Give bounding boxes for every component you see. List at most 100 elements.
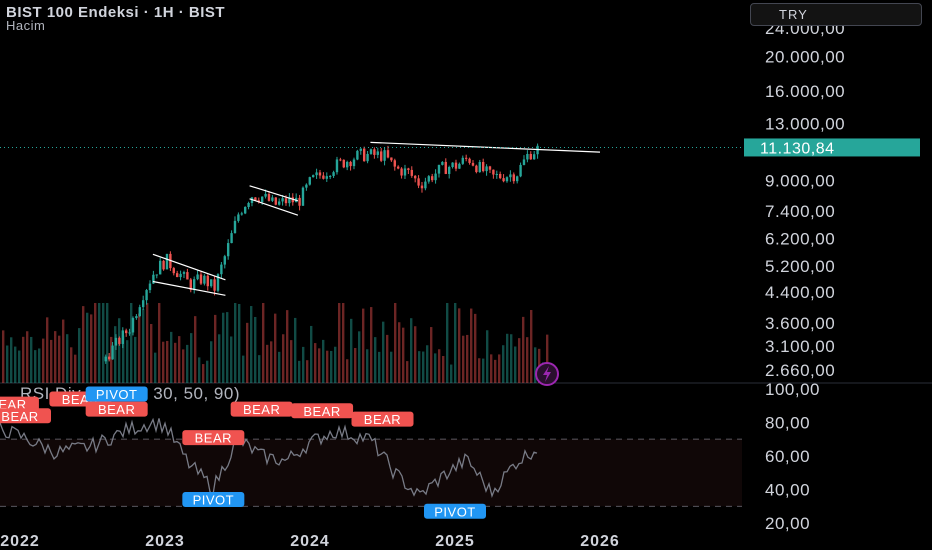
- candle: [400, 167, 403, 179]
- volume-bar: [138, 313, 141, 383]
- candle-body: [444, 161, 447, 174]
- candle: [308, 176, 311, 186]
- candle: [325, 172, 328, 182]
- candle: [437, 164, 441, 178]
- candle-body: [369, 149, 373, 154]
- candle-body: [301, 187, 305, 206]
- volume-bar: [366, 349, 369, 383]
- volume-bar: [514, 346, 517, 383]
- volume-bar: [338, 303, 341, 383]
- candle-body: [260, 196, 264, 203]
- candle-body: [359, 148, 362, 151]
- chart-title: BIST 100 Endeksi · 1H · BIST: [6, 4, 226, 21]
- candle-body: [356, 150, 359, 160]
- rsi-tick-label: 60,00: [765, 447, 810, 466]
- bear-label: BEAR: [85, 401, 148, 417]
- volume-bar: [322, 339, 325, 383]
- candle: [522, 155, 526, 166]
- candle-body: [254, 197, 257, 201]
- volume-bar: [118, 318, 121, 383]
- candle: [468, 157, 471, 165]
- volume-bar: [62, 319, 65, 383]
- currency-selector[interactable]: TRY: [750, 3, 922, 26]
- candle: [536, 143, 539, 159]
- volume-bar: [194, 316, 197, 383]
- candle: [298, 194, 301, 211]
- volume-bar: [170, 331, 173, 383]
- candle: [281, 194, 284, 206]
- candle-body: [223, 256, 226, 265]
- volume-bar: [298, 360, 301, 383]
- volume-bar: [6, 345, 9, 383]
- candle-body: [145, 290, 148, 301]
- candle-body: [458, 163, 461, 169]
- candle-body: [441, 161, 444, 165]
- candle-body: [492, 169, 495, 175]
- candle: [148, 280, 152, 294]
- candle: [349, 160, 352, 171]
- volume-bar: [198, 357, 201, 383]
- candle: [451, 162, 454, 169]
- candle: [226, 239, 230, 260]
- candle-body: [111, 345, 114, 360]
- volume-bar: [150, 324, 153, 383]
- volume-bar: [294, 317, 297, 383]
- volume-bar: [346, 359, 349, 383]
- candle: [305, 183, 308, 191]
- volume-bar: [154, 352, 157, 383]
- candle-body: [318, 172, 322, 176]
- volume-bars: [2, 303, 549, 383]
- candle: [223, 254, 226, 269]
- candle-body: [192, 279, 196, 290]
- candle: [396, 165, 400, 170]
- last-price-badge: [744, 138, 920, 157]
- volume-label: Hacim: [6, 18, 46, 33]
- rsi-levels: [0, 438, 742, 507]
- candle-body: [206, 275, 209, 287]
- volume-bar: [202, 364, 205, 383]
- price-tick-label: 13.000,00: [765, 114, 845, 133]
- candle-body: [162, 260, 165, 270]
- candle-body: [121, 330, 124, 344]
- volume-bar: [94, 303, 97, 383]
- candle: [475, 164, 478, 174]
- candle-body: [213, 279, 216, 291]
- volume-bar: [30, 336, 33, 383]
- candle-body: [478, 162, 481, 173]
- candle: [434, 169, 437, 184]
- candles: [104, 143, 539, 364]
- volume-bar: [522, 316, 525, 383]
- candle: [373, 147, 376, 159]
- candle: [182, 270, 186, 279]
- volume-bar: [314, 343, 317, 383]
- volume-bar: [70, 347, 73, 383]
- volume-bar: [390, 351, 393, 383]
- signal-label-text: BEAR: [303, 404, 340, 419]
- pivot-label: PIVOT: [424, 503, 486, 519]
- candle-body: [386, 150, 390, 158]
- volume-bar: [342, 303, 345, 383]
- candle: [532, 151, 536, 160]
- candle-body: [400, 168, 403, 176]
- volume-bar: [422, 351, 425, 383]
- candle: [141, 295, 145, 311]
- volume-bar: [162, 341, 165, 383]
- volume-bar: [226, 312, 229, 383]
- candle-body: [376, 151, 379, 155]
- volume-bar: [178, 336, 181, 383]
- volume-bar: [282, 334, 285, 383]
- flag-lower-line: [249, 198, 299, 216]
- price-tick-label: 9.000,00: [765, 171, 835, 190]
- volume-bar: [122, 335, 125, 383]
- candle-body: [519, 164, 522, 177]
- price-tick-label: 7.400,00: [765, 202, 835, 221]
- candle-body: [189, 279, 192, 290]
- candle: [444, 158, 447, 175]
- volume-bar: [166, 340, 169, 383]
- candle-body: [529, 154, 532, 160]
- candle: [383, 147, 386, 166]
- volume-bar: [90, 314, 93, 383]
- candle: [203, 274, 206, 286]
- volume-bar: [78, 328, 81, 383]
